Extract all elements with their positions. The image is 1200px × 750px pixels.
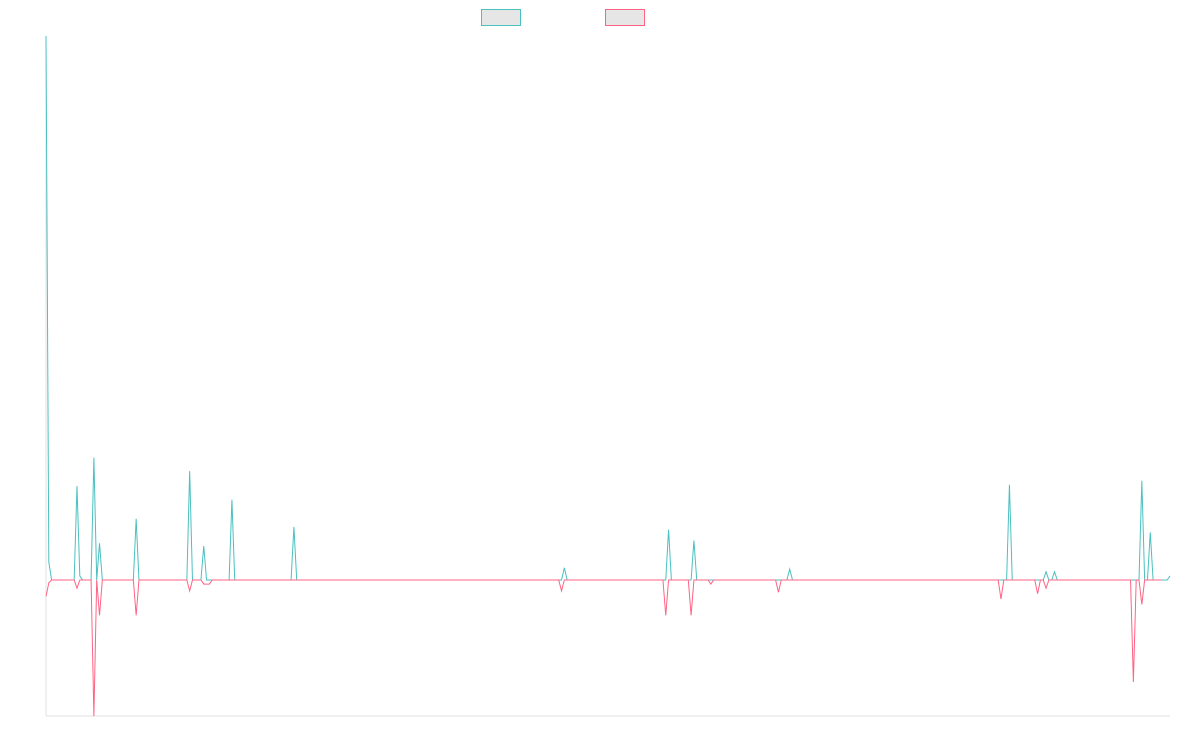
chart-legend: [481, 9, 645, 26]
series-line-1: [45, 35, 1171, 581]
chart-series-layer: [45, 35, 1171, 717]
series-line-2: [45, 579, 1162, 717]
legend-swatch-2: [605, 9, 645, 26]
chart-axes: [45, 36, 1170, 717]
legend-swatch-1: [481, 9, 521, 26]
